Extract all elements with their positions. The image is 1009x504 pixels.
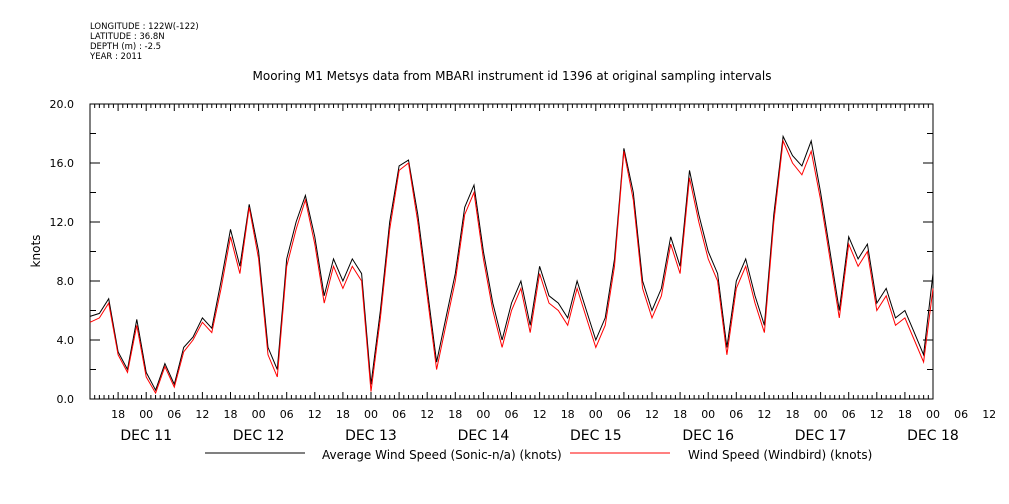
- x-hour-label: 06: [392, 408, 406, 421]
- x-hour-label: 18: [224, 408, 238, 421]
- x-day-label: DEC 15: [570, 428, 622, 444]
- series-layer: [89, 134, 934, 395]
- x-hour-label: 12: [982, 408, 996, 421]
- x-axis: 18 00 06 12 18 00 06 12 18 00 06 12 18 00 06 12 18 00 06 12…: [89, 104, 996, 444]
- y-tick-label: 0.0: [57, 393, 75, 406]
- x-hour-label: 12: [645, 408, 659, 421]
- x-hour-label: 06: [729, 408, 743, 421]
- y-tick-label: 20.0: [50, 98, 75, 111]
- y-tick-label: 12.0: [50, 216, 75, 229]
- x-hour-label: 06: [167, 408, 181, 421]
- x-hour-label: 18: [336, 408, 350, 421]
- x-hour-label: 12: [195, 408, 209, 421]
- x-hour-label: 18: [673, 408, 687, 421]
- legend-label-avg: Average Wind Speed (Sonic-n/a) (knots): [322, 448, 562, 462]
- x-hour-label: 00: [252, 408, 266, 421]
- chart-title: Mooring M1 Metsys data from MBARI instru…: [253, 69, 772, 83]
- x-day-label: DEC 12: [233, 428, 285, 444]
- x-hour-label: 00: [701, 408, 715, 421]
- series-avg-wind-speed: [89, 134, 934, 392]
- meta-year: YEAR : 2011: [89, 52, 142, 62]
- x-hour-label: 06: [954, 408, 968, 421]
- legend-label-windbird: Wind Speed (Windbird) (knots): [688, 448, 872, 462]
- y-axis: 0.0 4.0 8.0 12.0 16.0 20.0: [50, 98, 933, 406]
- x-hour-label: 18: [111, 408, 125, 421]
- meta-latitude: LATITUDE : 36.8N: [90, 32, 165, 42]
- x-hour-label: 12: [420, 408, 434, 421]
- meta-longitude: LONGITUDE : 122W(-122): [90, 22, 199, 32]
- x-hour-label: 12: [870, 408, 884, 421]
- x-hour-label: 00: [139, 408, 153, 421]
- x-day-label: DEC 11: [120, 428, 172, 444]
- plot-frame: [89, 103, 934, 400]
- x-hour-label: 00: [476, 408, 490, 421]
- x-hour-label: 12: [533, 408, 547, 421]
- x-hour-label: 18: [786, 408, 800, 421]
- x-hour-label: 12: [757, 408, 771, 421]
- x-hour-label: 06: [617, 408, 631, 421]
- x-hour-label: 18: [561, 408, 575, 421]
- x-hour-label: 06: [842, 408, 856, 421]
- x-hour-label: 00: [814, 408, 828, 421]
- x-day-label: DEC 14: [458, 428, 510, 444]
- y-tick-label: 4.0: [57, 334, 75, 347]
- x-hour-label: 18: [898, 408, 912, 421]
- x-day-label: DEC 13: [345, 428, 397, 444]
- x-hour-label: 00: [589, 408, 603, 421]
- series-windbird-wind-speed: [89, 138, 934, 395]
- x-day-label: DEC 17: [795, 428, 847, 444]
- x-day-label: DEC 18: [907, 428, 959, 444]
- y-tick-label: 8.0: [57, 275, 75, 288]
- y-tick-label: 16.0: [50, 157, 75, 170]
- x-hour-label: 06: [505, 408, 519, 421]
- x-day-label: DEC 16: [682, 428, 734, 444]
- x-hour-label: 06: [280, 408, 294, 421]
- y-axis-label: knots: [29, 235, 43, 268]
- x-hour-label: 00: [926, 408, 940, 421]
- x-hour-label: 12: [308, 408, 322, 421]
- x-hour-label: 00: [364, 408, 378, 421]
- x-hour-label: 18: [448, 408, 462, 421]
- meta-depth: DEPTH (m) : -2.5: [90, 42, 161, 52]
